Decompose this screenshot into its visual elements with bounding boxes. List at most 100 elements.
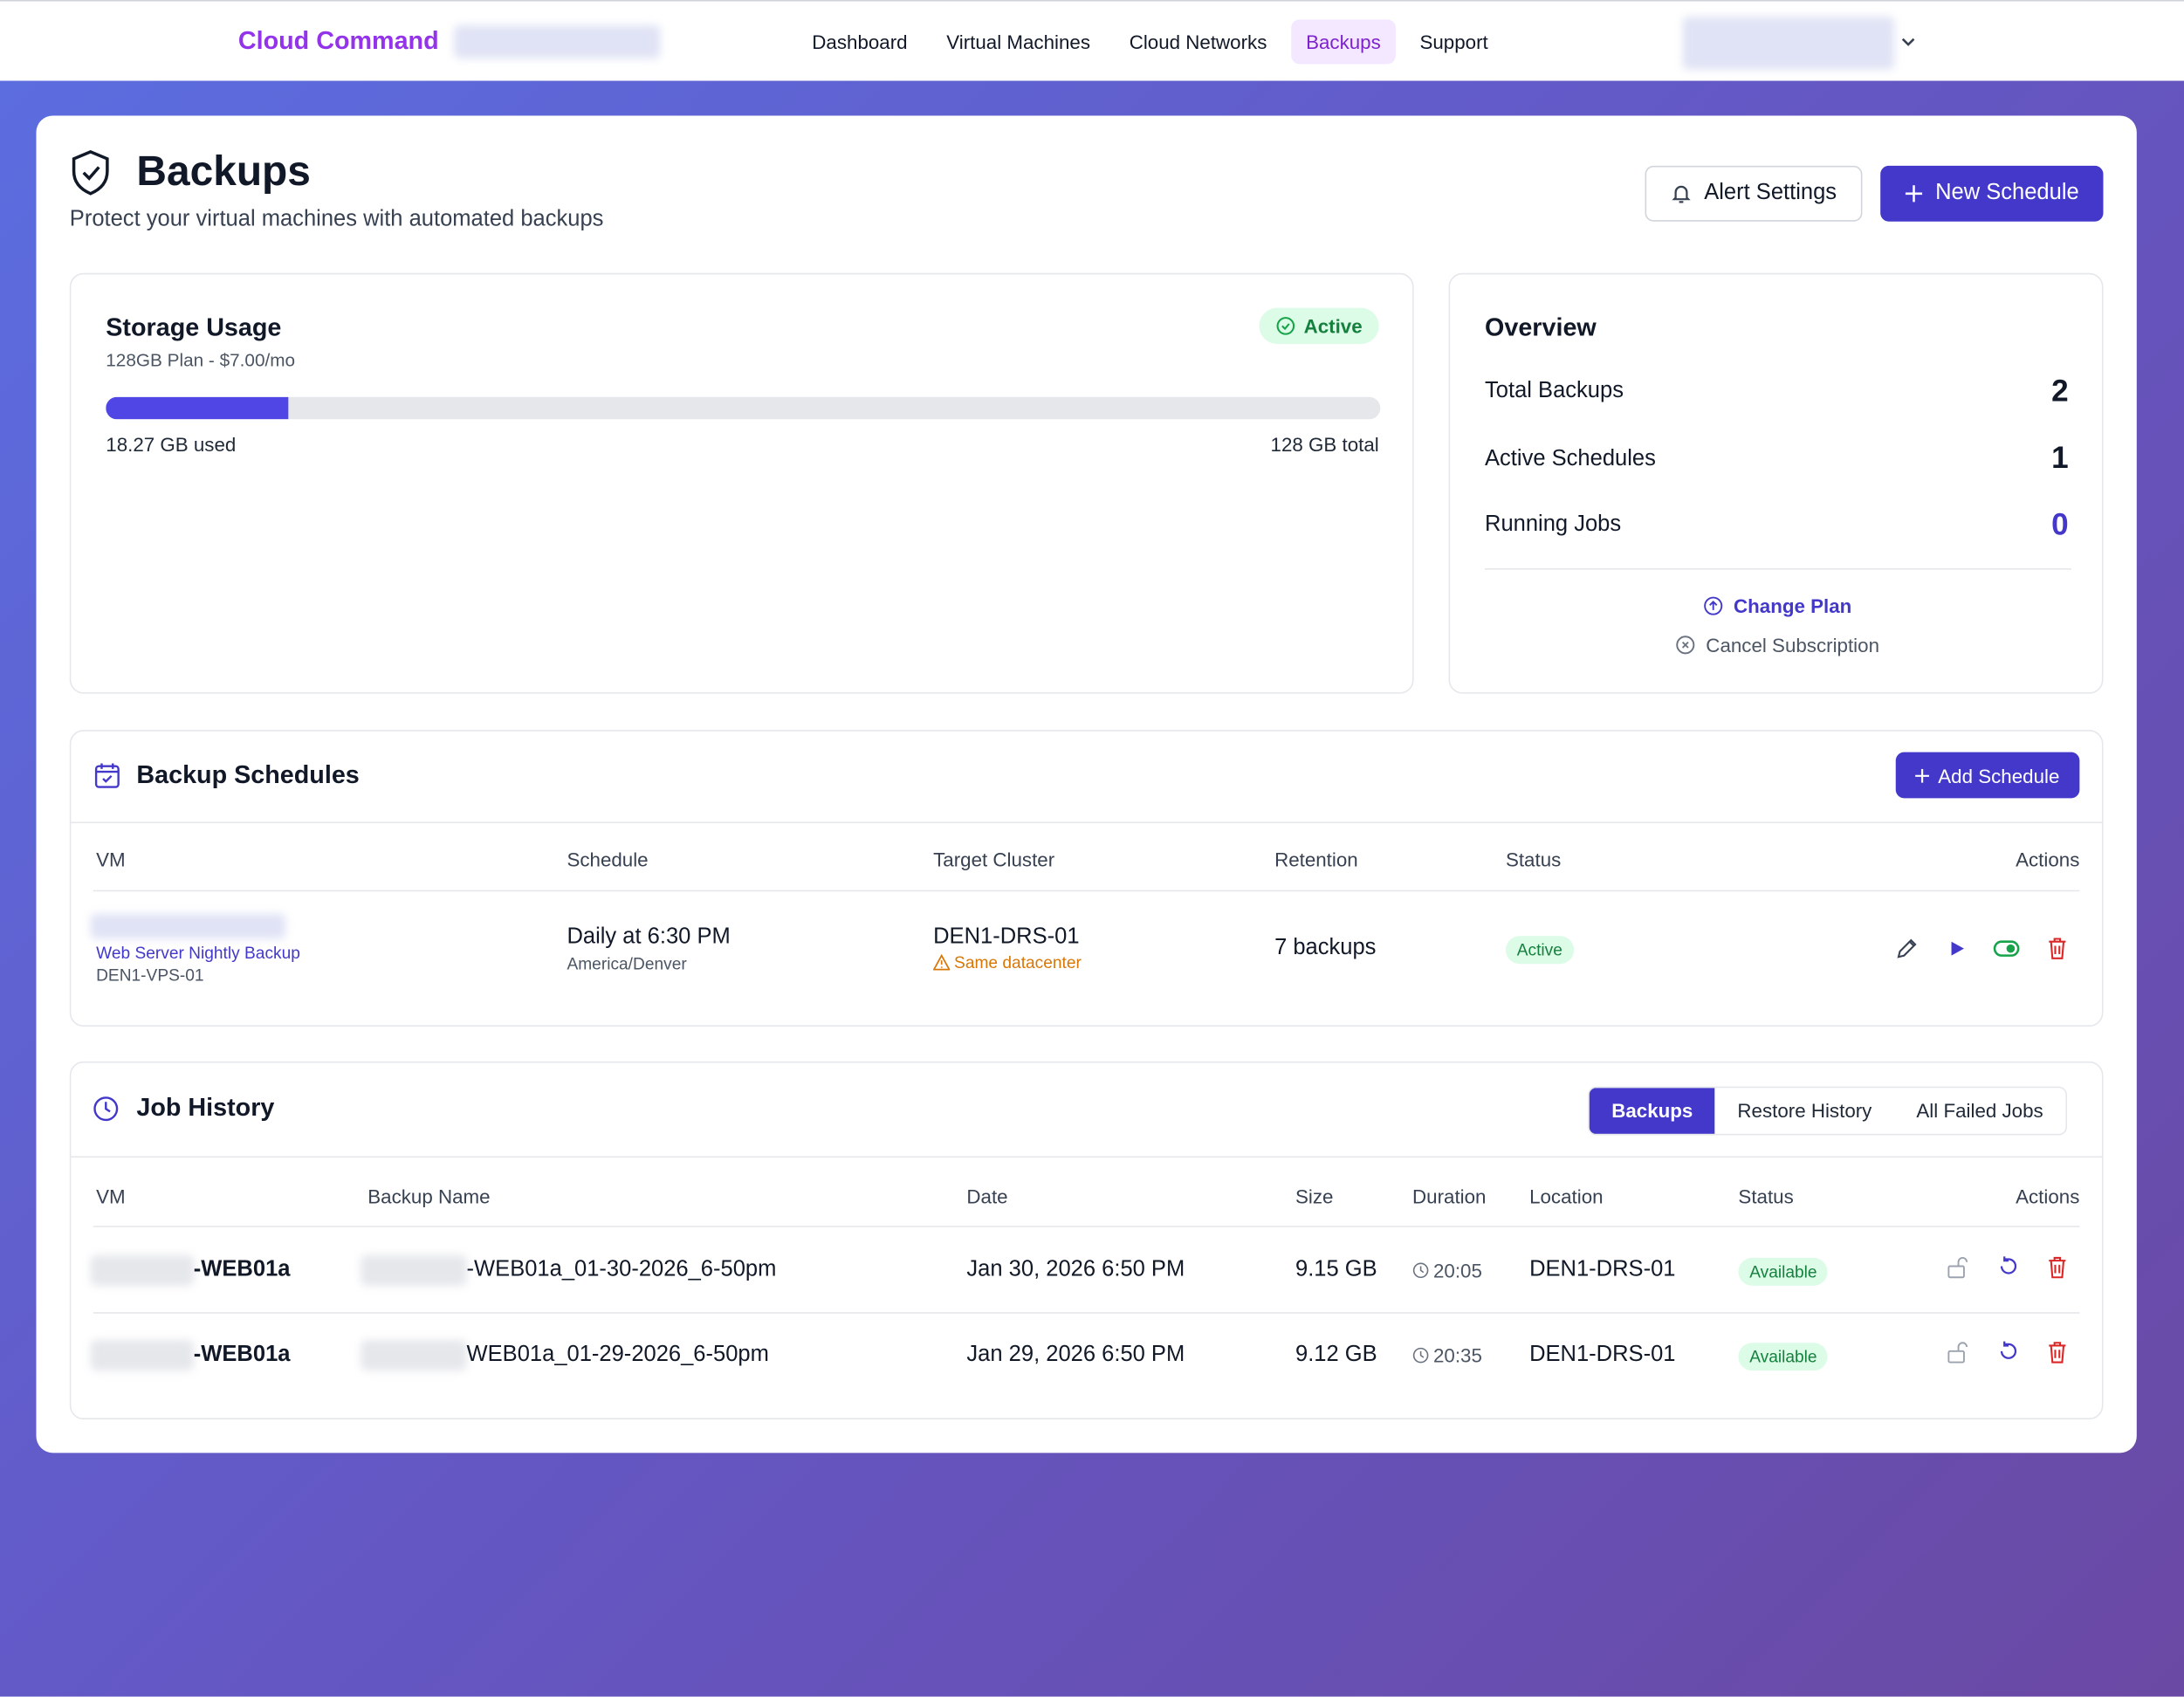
date: Jan 30, 2026 6:50 PM xyxy=(966,1257,1185,1282)
card-title: Job History xyxy=(136,1093,275,1122)
stat-label: Running Jobs xyxy=(1485,512,1622,537)
column-header: Status xyxy=(1738,1185,1794,1208)
nav-link[interactable]: Cloud Networks xyxy=(1129,31,1267,53)
usage-track xyxy=(106,396,1381,420)
schedule-name[interactable]: Web Server Nightly Backup xyxy=(96,943,300,963)
plus-icon xyxy=(1915,768,1930,782)
blurred-name xyxy=(361,1254,467,1286)
edit-icon[interactable] xyxy=(1894,936,1920,961)
column-header: Target Cluster xyxy=(933,848,1055,871)
stat-value: 0 xyxy=(2051,506,2069,542)
change-plan-link[interactable]: Change Plan xyxy=(1450,594,2105,617)
column-header: Location xyxy=(1529,1185,1604,1208)
calendar-icon xyxy=(94,763,120,788)
toggle-icon[interactable] xyxy=(1993,938,2021,960)
divider xyxy=(93,890,2080,892)
location: DEN1-DRS-01 xyxy=(1529,1257,1676,1282)
check-icon xyxy=(1276,317,1295,335)
backup-name: WEB01a_01-29-2026_6-50pm xyxy=(466,1343,769,1367)
column-header: Retention xyxy=(1274,848,1358,871)
tab-active[interactable]: Backups xyxy=(1589,1088,1715,1134)
column-header: Status xyxy=(1505,848,1562,871)
bell-icon xyxy=(1672,185,1692,203)
unlock-icon[interactable] xyxy=(1946,1340,1968,1365)
tab-group: Backups Restore History All Failed Jobs xyxy=(1588,1086,2067,1136)
delete-icon[interactable] xyxy=(2046,1340,2069,1365)
page-subtitle: Protect your virtual machines with autom… xyxy=(69,207,604,231)
delete-icon[interactable] xyxy=(2046,936,2069,961)
status-badge: Active xyxy=(1259,307,1379,345)
brand[interactable]: Cloud Command xyxy=(237,26,439,55)
column-header: Size xyxy=(1295,1185,1334,1208)
tab[interactable]: All Failed Jobs xyxy=(1916,1099,2043,1122)
duration-text: 20:05 xyxy=(1432,1259,1482,1282)
restore-icon[interactable] xyxy=(1997,1255,2020,1278)
divider xyxy=(1485,568,2071,570)
duration: 20:35 xyxy=(1412,1343,1482,1367)
button-label: Add Schedule xyxy=(1938,764,2060,787)
stat-value: 1 xyxy=(2051,440,2069,476)
stat-value: 2 xyxy=(2051,373,2069,409)
stat-label: Active Schedules xyxy=(1485,447,1656,471)
badge-label: Active xyxy=(1303,314,1363,338)
nav-link-active[interactable]: Backups xyxy=(1290,19,1397,65)
schedule: Daily at 6:30 PM xyxy=(567,924,731,949)
blurred-vm xyxy=(90,1340,194,1371)
duration-text: 20:35 xyxy=(1432,1343,1482,1367)
retention: 7 backups xyxy=(1274,936,1377,960)
button-label: New Schedule xyxy=(1935,181,2079,205)
vm: -WEB01a xyxy=(193,1257,291,1282)
blurred-vm xyxy=(90,913,286,939)
duration: 20:05 xyxy=(1412,1259,1482,1282)
used-label: 18.27 GB used xyxy=(106,433,237,456)
page-title: Backups xyxy=(136,148,311,196)
divider xyxy=(71,821,2102,824)
date: Jan 29, 2026 6:50 PM xyxy=(966,1343,1185,1367)
column-header: Actions xyxy=(2016,848,2080,871)
nav-link[interactable]: Dashboard xyxy=(812,31,908,53)
unlock-icon[interactable] xyxy=(1946,1255,1968,1281)
nav-link[interactable]: Support xyxy=(1419,31,1488,53)
overview-card: Overview Total Backups 2 Active Schedule… xyxy=(1448,272,2105,694)
restore-icon[interactable] xyxy=(1997,1340,2020,1363)
job-row: -WEB01a -WEB01a_01-30-2026_6-50pm Jan 30, … xyxy=(71,1227,2102,1312)
clock-icon xyxy=(1412,1347,1429,1364)
plus-icon xyxy=(1906,185,1923,203)
blurred-vm xyxy=(90,1254,194,1286)
card-title: Overview xyxy=(1485,313,1597,341)
add-schedule-button[interactable]: Add Schedule xyxy=(1895,752,2080,799)
run-icon[interactable] xyxy=(1947,939,1967,958)
size: 9.12 GB xyxy=(1295,1343,1377,1367)
tab[interactable]: Restore History xyxy=(1737,1099,1872,1122)
plan-text: 128GB Plan - $7.00/mo xyxy=(106,349,296,371)
nav-link[interactable]: Virtual Machines xyxy=(946,31,1091,53)
main-card: Backups Protect your virtual machines wi… xyxy=(36,115,2137,1453)
column-header: VM xyxy=(96,1185,126,1208)
up-icon xyxy=(1703,596,1722,615)
cancel-subscription-link[interactable]: Cancel Subscription xyxy=(1450,634,2105,656)
column-header: Actions xyxy=(2016,1185,2080,1208)
timezone: America/Denver xyxy=(567,954,687,974)
backup-name: -WEB01a_01-30-2026_6-50pm xyxy=(466,1257,777,1282)
size: 9.15 GB xyxy=(1295,1257,1377,1282)
new-schedule-button[interactable]: New Schedule xyxy=(1880,165,2104,222)
usage-bar xyxy=(106,396,288,420)
table-header: VM Schedule Target Cluster Retention Sta… xyxy=(71,848,2102,876)
chevron[interactable] xyxy=(1900,33,1917,50)
column-header: VM xyxy=(96,848,126,871)
button-label: Alert Settings xyxy=(1704,181,1837,205)
blurred-field xyxy=(454,24,661,59)
storage-card: Storage Usage 128GB Plan - $7.00/mo Acti… xyxy=(69,272,1414,694)
user-avatar[interactable] xyxy=(1682,17,1895,70)
warning-icon xyxy=(933,954,951,971)
cluster: DEN1-DRS-01 xyxy=(933,924,1080,949)
clock-icon xyxy=(93,1096,119,1122)
alert-settings-button[interactable]: Alert Settings xyxy=(1645,165,1863,222)
status-pill: Available xyxy=(1738,1257,1829,1286)
job-history-card: Job History Backups Restore History All … xyxy=(69,1061,2104,1420)
delete-icon[interactable] xyxy=(2046,1255,2069,1281)
column-header: Duration xyxy=(1412,1185,1487,1208)
blurred-name xyxy=(361,1340,467,1371)
